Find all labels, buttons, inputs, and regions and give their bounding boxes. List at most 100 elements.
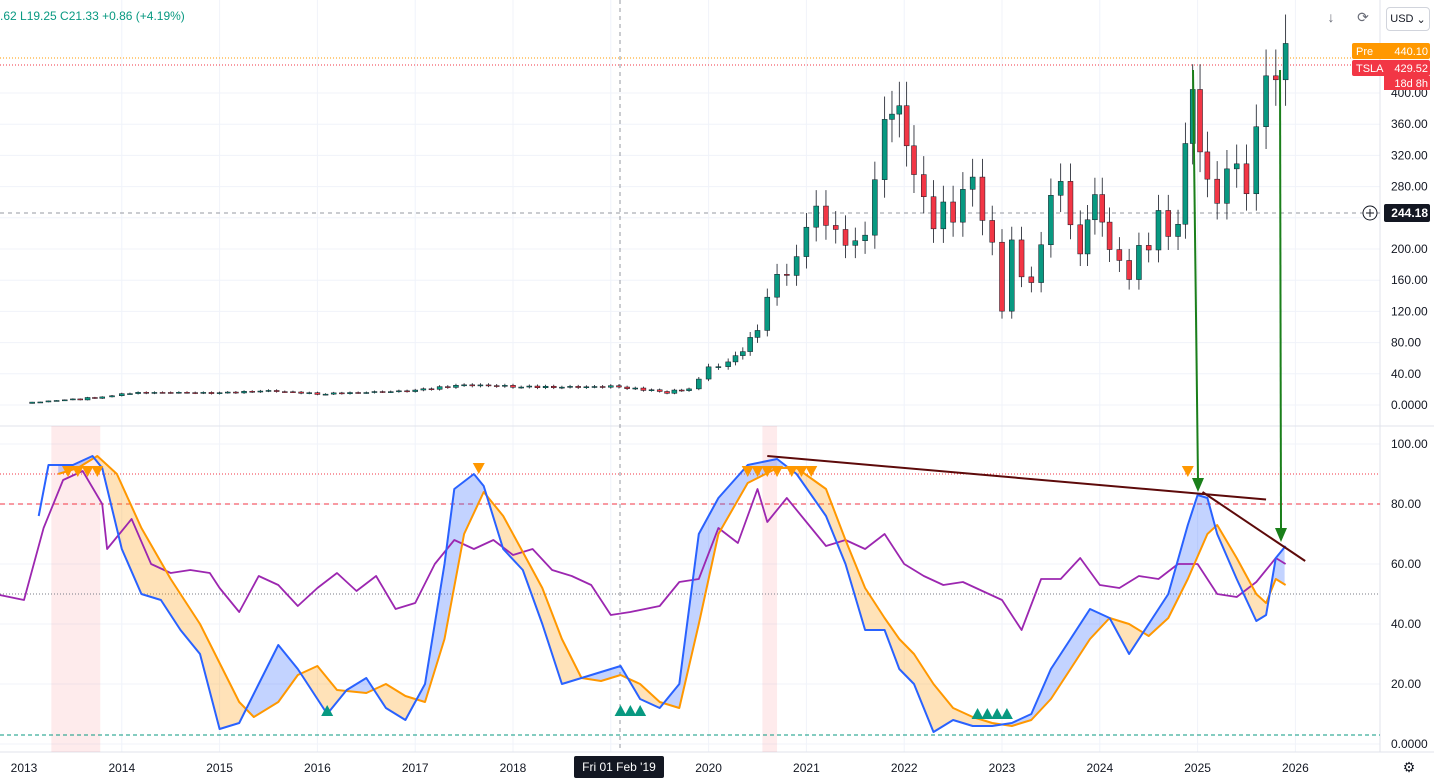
currency-label: USD bbox=[1390, 13, 1414, 25]
candle-up bbox=[1155, 210, 1162, 251]
candle-up bbox=[747, 337, 753, 352]
candle-down bbox=[1243, 163, 1250, 195]
candle-up bbox=[969, 176, 976, 190]
buy-signal-marker bbox=[614, 705, 627, 716]
candle-down bbox=[379, 391, 386, 393]
candle-up bbox=[813, 205, 819, 228]
candle-up bbox=[257, 390, 264, 393]
candle-down bbox=[1028, 276, 1035, 283]
candle-down bbox=[551, 385, 557, 388]
candle-up bbox=[1057, 181, 1064, 196]
candles bbox=[29, 14, 1289, 404]
candle-down bbox=[445, 386, 451, 388]
candle-up bbox=[347, 392, 353, 394]
sell-signal-marker bbox=[761, 466, 774, 477]
arrow-down-icon[interactable]: ↓ bbox=[1327, 9, 1335, 25]
bullish-fill bbox=[347, 678, 374, 693]
candle-up bbox=[109, 395, 115, 398]
candle-up bbox=[518, 386, 524, 389]
candle-up bbox=[715, 366, 722, 368]
price-axis-label: 40.00 bbox=[1391, 367, 1421, 381]
candle-up bbox=[526, 385, 533, 388]
symbol-tag-bg bbox=[1352, 60, 1430, 76]
time-axis-label: 2021 bbox=[793, 761, 820, 775]
candle-up bbox=[420, 388, 427, 391]
candle-up bbox=[396, 390, 402, 393]
candle-down bbox=[911, 145, 917, 175]
price-axis-label: 160.00 bbox=[1391, 273, 1428, 287]
bullish-fill bbox=[248, 646, 301, 717]
sell-signal-marker bbox=[1181, 466, 1194, 477]
candle-up bbox=[940, 201, 947, 230]
candle-down bbox=[192, 392, 198, 394]
bearish-fill bbox=[488, 498, 581, 684]
candle-up bbox=[862, 234, 868, 241]
candle-up bbox=[127, 393, 133, 395]
bearish-fill bbox=[789, 468, 1001, 732]
candle-up bbox=[1092, 194, 1098, 221]
sell-signal-marker bbox=[805, 466, 818, 477]
candle-down bbox=[1099, 194, 1105, 223]
pre-tag-value: 440.10 bbox=[1394, 46, 1428, 58]
bearish-fill bbox=[375, 684, 417, 720]
candle-down bbox=[950, 201, 956, 223]
bearish-fill bbox=[302, 666, 346, 713]
candle-up bbox=[29, 401, 35, 404]
candle-down bbox=[184, 392, 190, 394]
indicator-axis-label: 80.00 bbox=[1391, 497, 1421, 511]
annotation-arrow bbox=[1279, 69, 1282, 531]
candle-up bbox=[732, 355, 739, 363]
candle-down bbox=[1145, 245, 1152, 251]
candle-up bbox=[151, 392, 158, 394]
candle-up bbox=[225, 391, 231, 394]
time-axis-label: 2024 bbox=[1086, 761, 1113, 775]
candle-up bbox=[896, 105, 903, 115]
candle-down bbox=[832, 225, 839, 230]
candle-up bbox=[774, 274, 780, 298]
candle-up bbox=[461, 384, 467, 387]
candle-down bbox=[678, 389, 685, 392]
time-axis-label: 2020 bbox=[695, 761, 722, 775]
sell-signal-marker bbox=[62, 466, 75, 477]
currency-select[interactable]: USD ⌄ bbox=[1386, 7, 1430, 31]
candle-up bbox=[200, 392, 207, 394]
pre-tag-label: Pre bbox=[1356, 46, 1373, 58]
candle-up bbox=[265, 390, 272, 392]
candle-down bbox=[599, 386, 606, 388]
sell-signal-marker bbox=[91, 466, 104, 477]
candle-up bbox=[1136, 245, 1142, 280]
indicator-axis-label: 60.00 bbox=[1391, 557, 1421, 571]
crosshair-date-label: Fri 01 Feb '19 bbox=[582, 760, 656, 774]
candle-up bbox=[542, 385, 549, 388]
candle-down bbox=[485, 384, 492, 387]
candle-up bbox=[705, 366, 712, 380]
candle-down bbox=[656, 389, 663, 392]
buy-signal-marker bbox=[624, 705, 637, 716]
time-axis-label: 2017 bbox=[402, 761, 429, 775]
candle-down bbox=[290, 391, 296, 393]
reset-scale-icon[interactable]: ⟳ bbox=[1357, 8, 1369, 25]
price-axis-label: 200.00 bbox=[1391, 242, 1428, 256]
sell-signal-marker bbox=[81, 466, 94, 477]
gear-icon[interactable]: ⚙ bbox=[1402, 758, 1416, 775]
resistance-trendline bbox=[767, 455, 1267, 501]
sell-signal-marker bbox=[71, 466, 84, 477]
time-axis-label: 2025 bbox=[1184, 761, 1211, 775]
indicator-axis-label: 100.00 bbox=[1391, 437, 1428, 451]
time-axis-label: 2018 bbox=[500, 761, 527, 775]
candle-up bbox=[436, 386, 443, 390]
candle-up bbox=[1224, 168, 1230, 204]
time-axis-label: 2013 bbox=[11, 761, 38, 775]
candle-up bbox=[176, 392, 182, 394]
candle-down bbox=[616, 385, 622, 388]
bearish-fill bbox=[629, 679, 663, 708]
sell-signal-marker bbox=[771, 466, 784, 477]
bullish-fill bbox=[664, 459, 788, 708]
candle-down bbox=[784, 274, 790, 276]
indicator-axis-label: 20.00 bbox=[1391, 677, 1421, 691]
candle-up bbox=[559, 386, 565, 389]
candle-down bbox=[1067, 181, 1074, 226]
price-axis-label: 0.0000 bbox=[1391, 398, 1428, 412]
candle-up bbox=[119, 393, 125, 396]
